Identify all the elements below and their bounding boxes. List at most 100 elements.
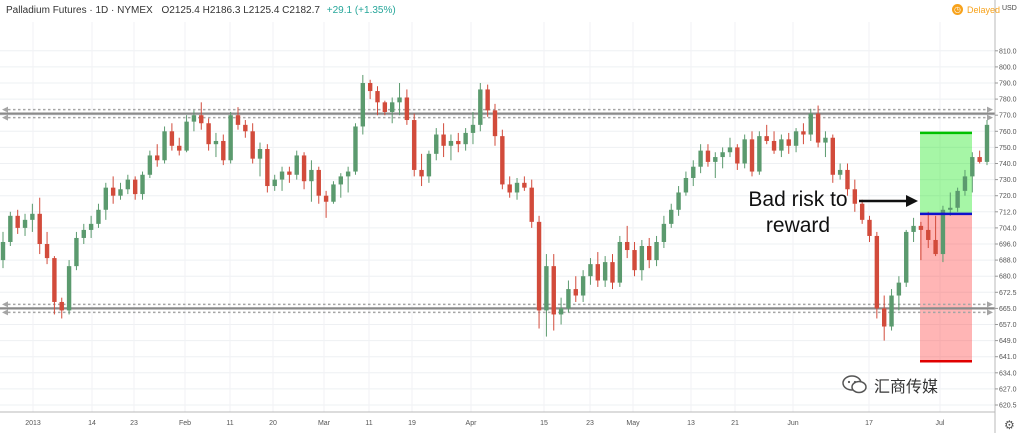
delayed-badge[interactable]: ◷ Delayed [952, 4, 1000, 15]
candle-down [874, 231, 880, 319]
price-axis-bg [995, 0, 1024, 433]
candle-body [103, 187, 109, 210]
candle-body [500, 136, 505, 185]
candle-body [132, 179, 138, 195]
candle-body [764, 136, 769, 141]
candle-up [434, 128, 439, 161]
candle-up [970, 152, 975, 193]
candle-body [624, 241, 630, 251]
candle-up [558, 297, 564, 325]
candle-up [683, 171, 689, 196]
time-axis[interactable]: 2013 14 23 Feb 11 20 Mar 11 19 Apr 15 23 May 13 21 Jun 1… [0, 411, 995, 427]
candle-up [478, 83, 483, 132]
candle-body [375, 91, 380, 103]
candle-body [691, 166, 696, 178]
candle-body [74, 237, 79, 267]
x-tick-label: Jun [787, 420, 798, 427]
candle-body [940, 209, 946, 255]
candle-body [830, 137, 835, 175]
candle-body [22, 219, 28, 228]
candle-body [397, 97, 402, 103]
candle-up [309, 160, 314, 202]
candle-body [485, 89, 490, 111]
x-tick-label: 15 [540, 420, 548, 427]
candle-body [962, 176, 968, 191]
candle-body [448, 140, 454, 146]
candle-up [948, 192, 953, 216]
candle-up [896, 276, 902, 311]
candle-body [37, 213, 42, 244]
candle-down [536, 215, 542, 329]
candle-up [162, 126, 167, 164]
candle-up [147, 150, 153, 178]
gear-icon[interactable]: ⚙ [1004, 418, 1015, 432]
chart-legend-header: Palladium Futures · 1D · NYMEX O2125.4 H… [6, 5, 396, 16]
candle-body [757, 136, 762, 172]
candle-up [889, 289, 894, 331]
candle-body [727, 147, 733, 153]
candle-body [977, 157, 982, 162]
candle-body [331, 184, 336, 202]
candle-body [514, 182, 520, 193]
resistance-right-arrow [987, 114, 993, 121]
candle-body [206, 123, 211, 145]
candle-up [911, 217, 916, 242]
candle-up [580, 270, 586, 302]
candle-body [867, 219, 872, 236]
candle-body [720, 152, 725, 158]
resistance-left-arrow [2, 106, 8, 113]
price-axis[interactable]: USD 620.5 627.0 634.0 641.0 649.0 657.0 665.0 67… [994, 0, 1024, 433]
candle-down [404, 89, 410, 125]
annotation-text: Bad risk to reward [737, 187, 859, 239]
candle-down [522, 176, 527, 191]
y-tick-label: 627.0 [999, 386, 1017, 393]
wechat-icon [842, 375, 867, 394]
candle-body [279, 171, 285, 180]
candle-up [0, 231, 6, 269]
x-tick-label: 13 [687, 420, 695, 427]
candle-up [338, 173, 343, 198]
candle-body [698, 150, 703, 167]
candle-body [801, 131, 806, 135]
candle-up [588, 258, 593, 285]
candle-body [382, 102, 388, 112]
candle-body [140, 174, 145, 195]
candle-body [881, 308, 887, 327]
candle-body [426, 153, 432, 177]
candle-up [448, 134, 454, 161]
candle-down [764, 124, 769, 145]
candle-down [59, 297, 64, 319]
candle-up [125, 174, 131, 195]
candle-up [654, 235, 659, 267]
candle-up [353, 123, 358, 175]
candle-body [705, 150, 711, 162]
x-tick-label: Mar [318, 420, 331, 427]
candle-down [867, 215, 872, 242]
candle-body [948, 207, 953, 210]
candle-body [573, 289, 578, 296]
y-tick-label: 649.0 [999, 338, 1017, 345]
candle-body [713, 157, 718, 162]
candle-body [911, 225, 916, 232]
candle-down [918, 221, 924, 261]
candle-up [22, 213, 28, 236]
candle-body [434, 134, 439, 154]
candle-up [940, 205, 946, 263]
x-tick-label: Apr [466, 420, 478, 427]
candle-up [331, 181, 336, 204]
y-tick-label: 760.0 [999, 129, 1017, 136]
x-tick-label: 19 [408, 420, 416, 427]
support-left-arrow [2, 309, 8, 316]
candle-body [617, 241, 623, 283]
candle-body [852, 189, 858, 204]
candle-body [88, 223, 94, 230]
candle-down [287, 166, 292, 183]
candle-body [536, 221, 542, 311]
candle-up [81, 223, 86, 244]
y-tick-label: 657.0 [999, 322, 1017, 329]
candle-up [74, 231, 79, 271]
candle-up [955, 187, 960, 212]
candle-body [96, 209, 101, 224]
candle-down [749, 131, 755, 177]
